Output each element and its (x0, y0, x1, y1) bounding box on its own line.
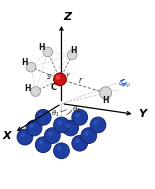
Circle shape (44, 128, 60, 143)
Circle shape (17, 129, 33, 145)
Circle shape (100, 87, 112, 99)
Circle shape (72, 109, 88, 125)
Circle shape (94, 121, 98, 125)
Circle shape (43, 47, 53, 57)
Text: $\gamma$: $\gamma$ (65, 71, 71, 79)
Circle shape (39, 140, 43, 145)
Circle shape (30, 124, 34, 128)
Circle shape (54, 117, 69, 133)
Text: $\zeta_{\varphi_1}$: $\zeta_{\varphi_1}$ (118, 79, 129, 90)
Circle shape (57, 146, 62, 151)
Circle shape (75, 113, 80, 117)
Text: C: C (51, 83, 57, 92)
Text: H: H (102, 96, 109, 105)
Text: H: H (22, 58, 28, 67)
Circle shape (54, 143, 69, 159)
Text: $\theta_2$: $\theta_2$ (72, 105, 81, 115)
Circle shape (57, 121, 62, 125)
Text: H: H (70, 46, 77, 55)
Text: Z: Z (64, 12, 72, 22)
Circle shape (63, 120, 79, 136)
Text: H: H (38, 43, 45, 52)
Text: Y: Y (138, 109, 146, 119)
Circle shape (48, 131, 52, 136)
Circle shape (75, 139, 80, 143)
Text: $s$: $s$ (46, 73, 52, 81)
Text: H: H (25, 84, 31, 93)
Circle shape (72, 135, 88, 151)
Circle shape (35, 137, 51, 153)
Circle shape (90, 117, 106, 133)
Circle shape (31, 87, 40, 96)
Circle shape (26, 62, 36, 72)
Text: $r$: $r$ (78, 75, 84, 85)
Text: X: X (3, 131, 11, 141)
Text: $\zeta_{\varphi_2}$: $\zeta_{\varphi_2}$ (120, 78, 131, 89)
Circle shape (66, 124, 71, 128)
Text: $\theta_1$: $\theta_1$ (51, 109, 60, 119)
Circle shape (35, 109, 51, 125)
Circle shape (54, 73, 66, 86)
Circle shape (56, 76, 60, 79)
Circle shape (81, 128, 97, 143)
Circle shape (84, 131, 89, 136)
Circle shape (26, 120, 42, 136)
Circle shape (67, 50, 77, 60)
Circle shape (39, 113, 43, 117)
Circle shape (20, 133, 25, 137)
